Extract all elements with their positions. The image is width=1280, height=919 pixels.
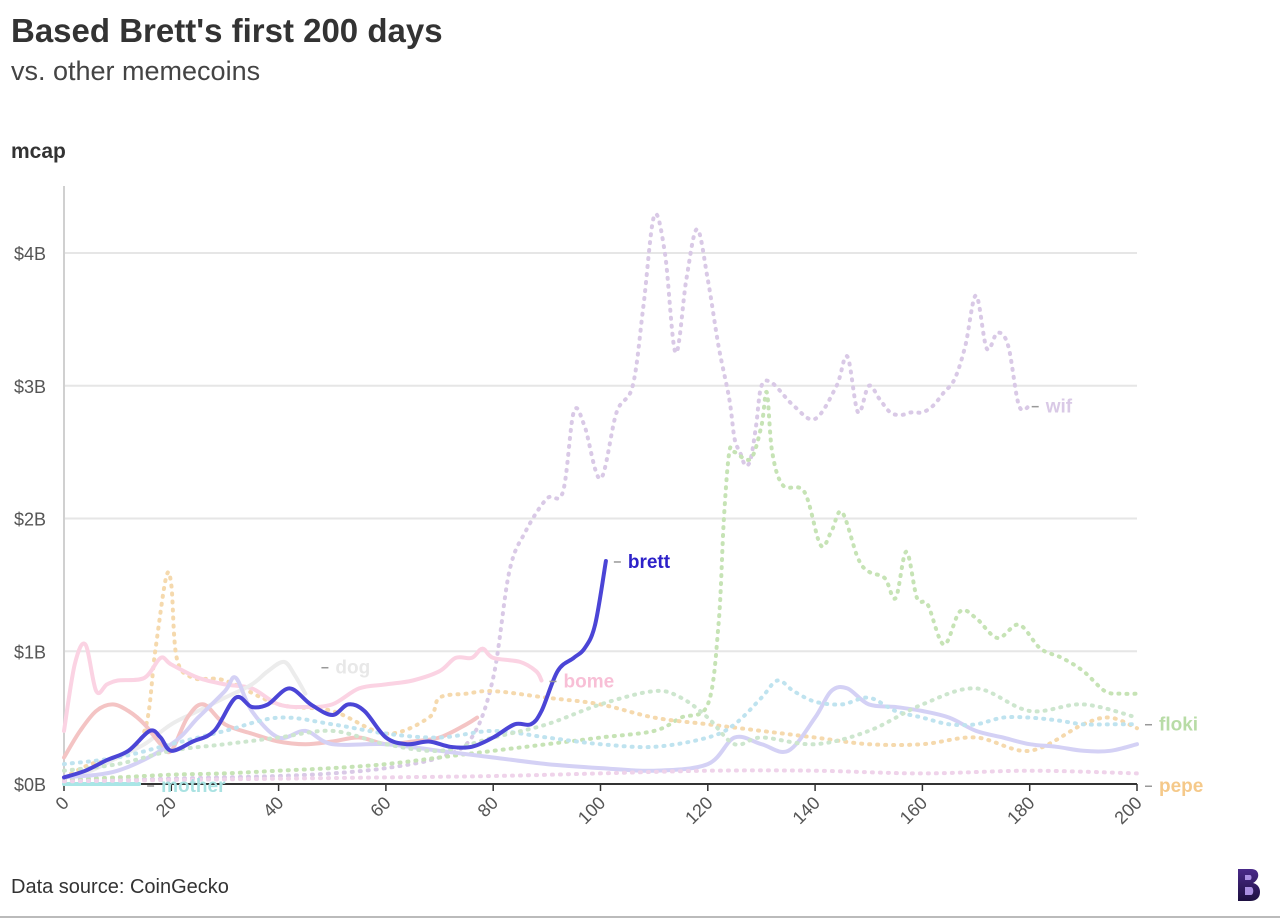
y-axis-label: mcap <box>11 140 66 163</box>
series-label-wif: wif <box>1045 397 1073 418</box>
y-tick-label: $0B <box>14 775 46 795</box>
x-tick-label: 160 <box>896 793 931 828</box>
x-tick-label: 40 <box>259 793 287 821</box>
series-line-bome <box>62 641 544 733</box>
x-tick-label: 180 <box>1003 793 1038 828</box>
y-tick-label: $2B <box>14 510 46 530</box>
series-line-pepe <box>62 569 1139 780</box>
x-tick-label: 60 <box>366 793 394 821</box>
series-label-bome: bome <box>563 671 614 692</box>
x-tick-label: 140 <box>789 793 824 828</box>
x-tick-label: 80 <box>474 793 502 821</box>
series-line-brett <box>62 559 608 780</box>
series-label-pepe: pepe <box>1159 776 1203 797</box>
data-source-note: Data source: CoinGecko <box>11 876 229 898</box>
bottom-rule <box>0 916 1280 918</box>
series-line-background <box>62 675 1139 780</box>
series-label-brett: brett <box>628 552 671 573</box>
x-tick-label: 100 <box>574 793 609 828</box>
series-line-wif <box>62 211 1032 784</box>
chart-title: Based Brett's first 200 days <box>11 12 443 49</box>
x-tick-label: 120 <box>681 793 716 828</box>
x-tick-label: 200 <box>1110 793 1145 828</box>
brand-b-logo-icon <box>1238 869 1260 901</box>
series-line-background <box>62 678 1139 767</box>
x-tick-label: 0 <box>52 793 73 814</box>
series-label-dog: dog <box>335 658 370 679</box>
series-label-mother: mother <box>161 776 226 797</box>
y-tick-label: $1B <box>14 642 46 662</box>
y-tick-label: $3B <box>14 377 46 397</box>
series-line-background <box>62 686 1139 773</box>
y-tick-label: $4B <box>14 244 46 264</box>
series-line-background <box>62 768 1139 784</box>
series-label-floki: floki <box>1159 715 1198 736</box>
chart-subtitle: vs. other memecoins <box>11 56 261 86</box>
